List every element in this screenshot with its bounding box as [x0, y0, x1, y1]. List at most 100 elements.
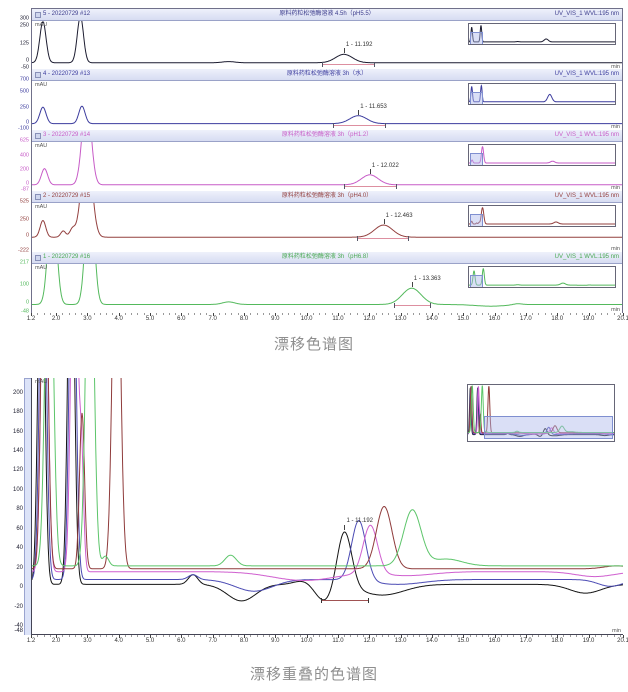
zoom-selection-rect[interactable]	[470, 32, 483, 44]
panel-frame: 2 - 20220729 #15 原料药粒松弛酶溶液 3h（pH4.0） UV_VI…	[31, 191, 623, 252]
zoom-selection-rect[interactable]	[470, 214, 483, 226]
panel-inset-overview[interactable]	[468, 83, 616, 105]
minor-tick	[206, 313, 208, 315]
major-tick	[400, 635, 402, 638]
y-tick-label: 625	[19, 137, 29, 144]
y-tick-label: 217	[19, 259, 29, 266]
minor-tick	[482, 635, 484, 637]
run-label-text: 5 - 20220729 #12	[43, 11, 91, 17]
minor-tick	[576, 313, 578, 315]
minor-tick	[475, 313, 477, 315]
y-tick-label: 0	[25, 232, 29, 239]
chromatogram-panel-5[interactable]: 217 100 0 -48 1 - 20220729 #16 原料药粒松弛酶溶液 3h（p…	[2, 252, 623, 314]
minor-tick	[413, 635, 415, 637]
x-tick-label: 1.2	[26, 638, 36, 644]
minor-tick	[156, 313, 158, 315]
y-tick-label: 400	[19, 152, 29, 159]
panel-inset-overview[interactable]	[468, 266, 616, 288]
minor-tick	[381, 313, 383, 315]
x-tick-label: 13.0	[394, 316, 407, 322]
minor-tick	[37, 313, 39, 315]
minor-tick	[532, 635, 534, 637]
panel-frame: 1 - 20220729 #16 原料药粒松弛酶溶液 3h（pH6.8） UV_VI…	[31, 252, 623, 313]
major-tick	[623, 313, 624, 316]
major-tick	[463, 635, 465, 638]
run-icon	[35, 11, 41, 18]
minor-tick	[218, 635, 220, 637]
integration-tick	[356, 236, 358, 242]
overlay-plot[interactable]: mAU min 1 - 11.192	[31, 378, 623, 635]
minor-tick	[93, 635, 95, 637]
chromatogram-panel-2[interactable]: 700 500 250 0 -100 4 - 20220729 #13 原料药粒松弛酶溶液 …	[2, 69, 623, 131]
integration-tick	[322, 62, 324, 67]
integration-baseline	[321, 599, 369, 601]
minor-tick	[250, 635, 252, 637]
major-tick	[337, 635, 339, 638]
integration-tick	[384, 122, 386, 128]
major-tick	[306, 635, 308, 638]
y-tick-label: -40	[14, 623, 23, 630]
minor-tick	[168, 313, 170, 315]
minor-tick	[225, 635, 227, 637]
y-axis-gutter: 300 250 125 0 -50	[2, 8, 31, 70]
y-tick-label: 140	[12, 448, 23, 454]
chromatogram-panel-1[interactable]: 300 250 125 0 -50 5 - 20220729 #12 原料药粒松弛酶溶液 4…	[2, 8, 623, 70]
panel-inset-overview[interactable]	[468, 205, 616, 227]
overlay-trace-svg	[32, 378, 623, 634]
minor-tick	[475, 635, 477, 637]
major-tick	[56, 635, 58, 638]
minor-tick	[507, 313, 509, 315]
x-tick-label: 2.0	[51, 316, 61, 322]
integration-tick	[394, 303, 396, 309]
y-tick-label: 500	[19, 88, 29, 95]
inset-trace-svg	[469, 24, 615, 44]
minor-tick	[256, 313, 258, 315]
zoom-selection-rect[interactable]	[484, 415, 614, 440]
y-tick-label: 0	[25, 57, 29, 64]
overlay-inset-overview[interactable]	[467, 384, 615, 442]
minor-tick	[319, 313, 321, 315]
y-unit-label: mAU	[35, 143, 48, 149]
y-tick-label: -20	[14, 603, 23, 610]
zoom-selection-rect[interactable]	[470, 153, 483, 165]
integration-baseline	[344, 186, 396, 187]
minor-tick	[106, 313, 108, 315]
panel-inset-overview[interactable]	[468, 23, 616, 45]
run-label: 2 - 20220729 #15	[35, 191, 90, 202]
panel-plot: mAU min 1 - 11.192	[32, 21, 622, 70]
major-tick	[181, 635, 183, 638]
minor-tick	[500, 635, 502, 637]
major-tick	[463, 313, 465, 316]
minor-tick	[143, 635, 145, 637]
x-tick-label: 8.0	[239, 316, 249, 322]
minor-tick	[231, 313, 233, 315]
zoom-selection-rect[interactable]	[470, 275, 483, 287]
minor-tick	[419, 313, 421, 315]
trace-svg	[32, 142, 622, 191]
inset-trace-svg	[469, 206, 615, 226]
x-tick-label: 16.0	[488, 316, 501, 322]
major-tick	[306, 313, 308, 316]
y-tick-label: 100	[12, 486, 23, 493]
panel-inset-overview[interactable]	[468, 144, 616, 166]
x-tick-label: 10.0	[300, 638, 313, 644]
y-tick-label: -222	[17, 247, 29, 254]
x-tick-label: 14.0	[426, 638, 438, 644]
y-tick-label: -48	[14, 628, 23, 634]
major-tick	[431, 313, 433, 316]
integration-baseline	[394, 305, 430, 307]
chromatogram-panel-3[interactable]: 625 400 200 0 -87 3 - 20220729 #14 原料药粒松弛酶溶液 3…	[2, 130, 623, 192]
major-tick	[118, 313, 120, 316]
minor-tick	[294, 635, 296, 637]
minor-tick	[81, 313, 83, 315]
y-tick-label: 0	[19, 584, 23, 591]
minor-tick	[237, 313, 239, 315]
minor-tick	[488, 635, 490, 637]
chromatogram-panel-4[interactable]: 525 250 0 -222 2 - 20220729 #15 原料药粒松弛酶溶液 3h（…	[2, 191, 623, 254]
zoom-selection-rect[interactable]	[470, 92, 483, 104]
trace-svg	[32, 203, 622, 252]
minor-tick	[131, 635, 133, 637]
detector-label: UV_VIS_1 WVL:195 nm	[554, 193, 619, 199]
y-tick-label: 60	[16, 525, 23, 532]
y-tick-label: 525	[19, 198, 29, 205]
